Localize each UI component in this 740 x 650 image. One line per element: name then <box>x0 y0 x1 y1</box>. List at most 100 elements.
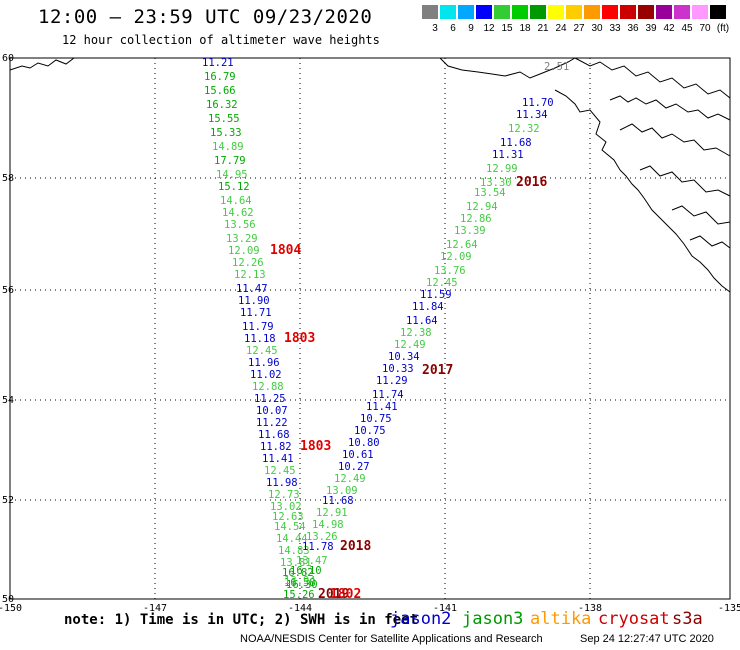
swh-label: 11.02 <box>250 369 282 381</box>
legend-value: 9 <box>468 23 474 34</box>
cycle-label: 1803 <box>284 331 315 346</box>
legend-value: 18 <box>519 23 531 34</box>
legend-swatch <box>584 5 600 19</box>
legend-swatch <box>440 5 456 19</box>
legend-value: 27 <box>573 23 585 34</box>
swh-label: 11.96 <box>248 357 280 369</box>
map-subtitle: 12 hour collection of altimeter wave hei… <box>62 33 380 47</box>
swh-label: 12.86 <box>460 213 492 225</box>
legend-value: 36 <box>627 23 639 34</box>
swh-label: 13.56 <box>224 219 256 231</box>
lon-tick-label: -150 <box>0 603 22 614</box>
legend-value: 33 <box>609 23 621 34</box>
swh-label: 11.68 <box>500 137 532 149</box>
cycle-label: 1802 <box>330 587 361 602</box>
swh-label: 11.25 <box>254 393 286 405</box>
swh-label: 11.41 <box>262 453 294 465</box>
lon-tick-label: -144 <box>288 603 312 614</box>
swh-label: 14.98 <box>312 519 344 531</box>
swh-label: 14.54 <box>274 521 306 533</box>
cycle-label: 1804 <box>270 243 301 258</box>
swh-label: 16.10 <box>290 565 322 577</box>
swh-label: 11.41 <box>366 401 398 413</box>
legend-swatch <box>638 5 654 19</box>
alaska-coast-panhandle <box>439 57 731 293</box>
swh-label: 13.02 <box>270 501 302 513</box>
axis-labels: -150 -147 -144 -141 -138 -135 60 58 56 54 52 50 <box>0 53 740 614</box>
legend-value: 6 <box>450 23 456 34</box>
legend-value: 42 <box>663 23 675 34</box>
lon-tick-label: -135 <box>718 603 740 614</box>
swh-label: 12.45 <box>426 277 458 289</box>
swh-label: 10.34 <box>388 351 420 363</box>
swh-label: 11.47 <box>236 283 268 295</box>
swh-label: 16.30 <box>286 579 318 591</box>
legend-swatch <box>656 5 672 19</box>
coast-bays <box>574 57 731 99</box>
mission-jason3: jason3 <box>462 609 524 629</box>
swh-label: 11.78 <box>302 541 334 553</box>
mission-cryosat: cryosat <box>598 609 670 629</box>
lat-tick-label: 56 <box>2 285 14 296</box>
cycle-label: 2017 <box>422 363 453 378</box>
swh-label: 10.75 <box>360 413 392 425</box>
legend-value: 39 <box>645 23 657 34</box>
cycle-label: 2018 <box>340 539 371 554</box>
swh-label: 16.82 <box>282 567 314 579</box>
lat-tick-label: 58 <box>2 173 14 184</box>
swh-label: 11.82 <box>260 441 292 453</box>
coastline <box>9 57 731 293</box>
graticule <box>10 58 730 599</box>
legend-swatch <box>674 5 690 19</box>
legend-swatch <box>602 5 618 19</box>
legend-swatch <box>548 5 564 19</box>
swh-label: 11.31 <box>492 149 524 161</box>
cycle-label: 2019 <box>318 587 349 602</box>
swh-label: 11.59 <box>420 289 452 301</box>
swh-label: 12.73 <box>268 489 300 501</box>
alaska-islands <box>609 95 731 249</box>
footer-note: note: 1) Time is in UTC; 2) SWH is in fe… <box>64 612 419 628</box>
legend-value: 24 <box>555 23 567 34</box>
swh-label: 10.61 <box>342 449 374 461</box>
swh-label: 13.47 <box>296 555 328 567</box>
swh-label: 11.22 <box>256 417 288 429</box>
swh-label: 12.32 <box>508 123 540 135</box>
swh-label: 15.55 <box>208 113 240 125</box>
track-left-labels: 11.21 16.79 15.66 16.32 15.55 15.33 14.89 17.79… <box>202 57 318 601</box>
swh-label: 11.64 <box>406 315 438 327</box>
swh-label: 10.75 <box>354 425 386 437</box>
legend-value: 12 <box>483 23 495 34</box>
legend-value: 45 <box>681 23 693 34</box>
swh-label: 13.76 <box>434 265 466 277</box>
legend-swatch <box>710 5 726 19</box>
legend-swatch <box>692 5 708 19</box>
swh-label: 13.26 <box>306 531 338 543</box>
alaska-coast-top <box>9 57 75 71</box>
swh-label: 12.49 <box>334 473 366 485</box>
swh-label: 15.12 <box>218 181 250 193</box>
legend-value: 21 <box>537 23 549 34</box>
swh-label: 13.54 <box>474 187 506 199</box>
swh-label: 14.89 <box>212 141 244 153</box>
legend-value: 15 <box>501 23 513 34</box>
map-frame <box>9 57 731 600</box>
swh-label: 11.98 <box>266 477 298 489</box>
swh-label: 12.64 <box>446 239 478 251</box>
swh-label: 10.33 <box>382 363 414 375</box>
cycle-label: 1803 <box>300 439 331 454</box>
swh-label: 13.09 <box>326 485 358 497</box>
swh-label: 11.74 <box>372 389 404 401</box>
legend-value: 30 <box>591 23 603 34</box>
mission-jason2: jason2 <box>390 609 452 629</box>
swh-label: 14.62 <box>222 207 254 219</box>
swh-label: 15.33 <box>210 127 242 139</box>
swh-label: 12.26 <box>232 257 264 269</box>
swh-label: 14.83 <box>278 545 310 557</box>
legend-swatch <box>512 5 528 19</box>
legend-value: 3 <box>432 23 438 34</box>
track-right-labels: 2.5111.7011.3412.3211.6811.3112.9913.301… <box>284 61 569 587</box>
swh-label: 15.26 <box>283 589 315 601</box>
